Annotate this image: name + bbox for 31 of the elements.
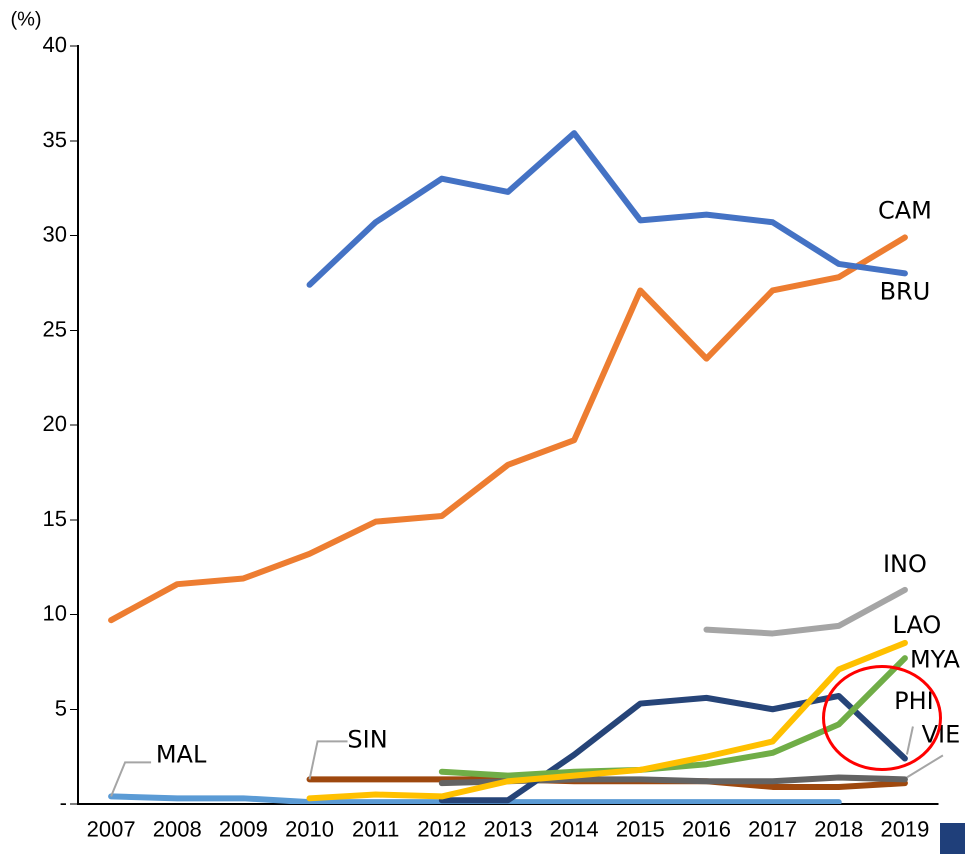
x-tick-label: 2012 — [417, 816, 466, 842]
y-tick-label: - — [60, 790, 67, 816]
series-label: SIN — [347, 726, 388, 754]
x-tick-label: 2011 — [352, 816, 400, 842]
y-tick-label: 35 — [42, 126, 67, 152]
y-tick-label: 5 — [54, 695, 67, 720]
x-tick-label: 2015 — [616, 816, 665, 842]
x-tick-label: 2014 — [550, 816, 599, 842]
y-tick-label: 15 — [42, 506, 67, 531]
x-tick-label: 2019 — [880, 816, 930, 842]
x-tick-label: 2018 — [814, 816, 864, 842]
y-axis-title: (%) — [10, 8, 42, 31]
series-label: MYA — [910, 645, 960, 674]
series-label: PHI — [894, 686, 934, 715]
x-tick-label: 2010 — [285, 816, 334, 842]
x-tick-label: 2016 — [682, 816, 731, 842]
x-tick-label: 2013 — [484, 816, 532, 842]
y-tick-label: 30 — [42, 222, 67, 247]
y-tick-label: 40 — [42, 32, 67, 58]
series-label: INO — [882, 550, 927, 578]
series-label: MAL — [156, 740, 207, 769]
series-label: CAM — [878, 196, 932, 225]
y-tick-label: 25 — [42, 316, 67, 342]
y-tick-label: 10 — [42, 600, 67, 626]
x-tick-label: 2007 — [86, 816, 136, 842]
series-label: BRU — [880, 278, 930, 306]
series-label: LAO — [892, 611, 942, 640]
x-tick-label: 2009 — [218, 816, 268, 842]
x-tick-label: 2017 — [748, 816, 798, 842]
x-tick-label: 2008 — [152, 816, 202, 842]
y-tick-label: 20 — [42, 411, 67, 436]
